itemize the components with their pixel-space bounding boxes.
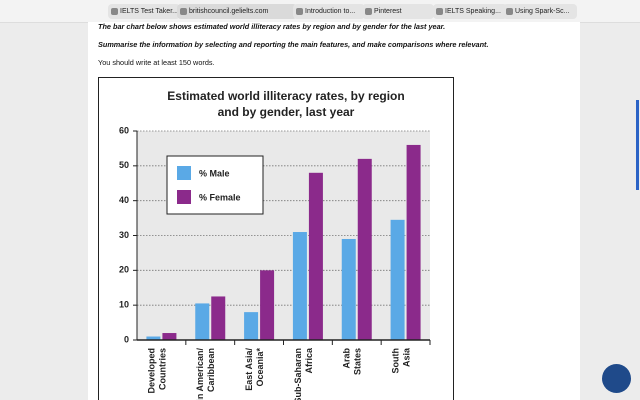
tab[interactable]: IELTS Test Taker... xyxy=(108,4,180,19)
bar xyxy=(244,312,259,340)
x-tick-label-line: East Asia/ xyxy=(244,348,254,391)
y-tick-label: 30 xyxy=(119,230,129,240)
bar xyxy=(195,303,210,340)
x-tick-label: South Asia xyxy=(390,347,411,373)
x-tick-label-line: Developed xyxy=(146,348,156,394)
legend-box xyxy=(166,155,264,215)
y-tick-label: 10 xyxy=(119,300,129,310)
scrollbar xyxy=(636,100,639,190)
x-tick-label-line: States xyxy=(353,348,363,375)
address-tab[interactable]: britishcouncil.gelielts.com xyxy=(177,4,297,19)
task-text: The bar chart below shows estimated worl… xyxy=(98,22,446,31)
x-tick-label-line: Asia xyxy=(401,347,411,367)
bar xyxy=(260,270,275,340)
bar xyxy=(292,232,307,340)
y-tick-label: 50 xyxy=(119,160,129,170)
bar xyxy=(146,336,161,340)
chart-title: and by gender, last year xyxy=(218,105,355,119)
x-tick-label: East Asia/Oceania* xyxy=(244,348,265,391)
x-tick-label-line: Latin American/ xyxy=(195,348,205,400)
x-tick-label-line: Africa xyxy=(304,347,314,374)
tab[interactable]: Using Spark-Sc... xyxy=(503,4,577,19)
x-tick-label-line: Oceania* xyxy=(255,348,265,387)
browser-toolbar: IELTS Test Taker... britishcouncil.gelie… xyxy=(0,0,640,23)
tab[interactable]: Introduction to... xyxy=(293,4,365,19)
y-tick-label: 40 xyxy=(119,195,129,205)
tab[interactable]: IELTS Speaking... xyxy=(433,4,507,19)
task-text: Summarise the information by selecting a… xyxy=(98,40,489,49)
bar xyxy=(406,144,421,340)
legend-label: % Male xyxy=(199,168,230,178)
bar xyxy=(162,333,177,340)
y-tick-label: 60 xyxy=(119,125,129,135)
x-tick-label: Arab States xyxy=(342,348,363,376)
bar xyxy=(357,158,372,340)
y-tick-label: 0 xyxy=(124,334,129,344)
bar xyxy=(390,219,405,340)
x-tick-label: Latin American/Caribbean xyxy=(195,348,216,400)
tab[interactable]: Pinterest xyxy=(362,4,434,19)
x-tick-label-line: Caribbean xyxy=(206,348,216,392)
bar xyxy=(308,172,323,340)
legend-label: % Female xyxy=(199,192,241,202)
x-tick-label-line: South xyxy=(390,348,400,374)
legend-swatch xyxy=(177,166,191,180)
chart-title: Estimated world illiteracy rates, by reg… xyxy=(167,89,404,103)
x-tick-label-line: Sub-Saharan xyxy=(293,348,303,400)
bar xyxy=(341,238,356,340)
x-tick-label: Sub-Saharan Africa xyxy=(293,347,314,400)
x-tick-label: Developed Countries xyxy=(146,348,167,394)
x-tick-label-line: Arab xyxy=(342,348,352,369)
task-text: You should write at least 150 words. xyxy=(98,58,215,67)
legend-swatch xyxy=(177,190,191,204)
chat-button[interactable] xyxy=(602,364,631,393)
x-tick-label-line: Countries xyxy=(157,348,167,390)
y-tick-label: 20 xyxy=(119,265,129,275)
bar xyxy=(211,296,226,340)
